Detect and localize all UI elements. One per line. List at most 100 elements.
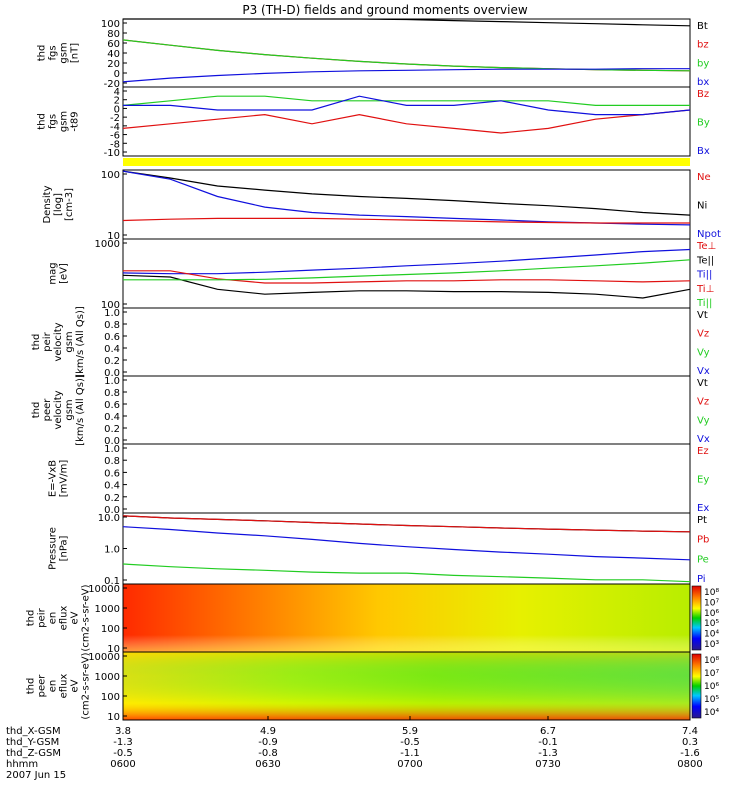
series-line-bx [122,68,690,83]
y-axis-label-line: eV [70,679,81,692]
legend-entry: Vt [697,310,708,321]
series-line-Ni [122,170,691,216]
y-tick-label: 4 [114,87,120,98]
y-tick-label: 0.8 [104,388,120,399]
y-axis-label-line: Pressure [48,527,59,570]
x-column-value: -1.6 [680,748,700,759]
panel-fgs_gse: 420-2-4-6-8-10 thdfgsgsm-t89 Bz By Bx [37,86,710,159]
legend-entry: Ne [697,172,711,183]
series-group [122,18,691,83]
y-tick-label: 10000 [88,584,120,595]
y-tick-label: 0.0 [104,436,120,447]
legend-entry: Pe [697,554,709,565]
x-column-value: 0600 [110,759,135,770]
y-tick-label: 0.2 [104,356,120,367]
y-axis-label-line: gsm [64,331,75,352]
colorbar-tick-label: 10⁴ [704,630,719,640]
series-group [122,248,691,299]
colorbar-ramp [691,585,702,651]
y-tick-label: 100 [101,624,120,635]
legend-entry: Te⊥ [696,241,716,252]
y-axis-label-line: thd [26,610,37,627]
y-axis-label-line: [mV/m] [59,460,70,498]
y-tick-label: 0.6 [104,332,120,343]
series-line-Pt [122,515,691,533]
colorbar-tick-label: 10³ [704,640,719,650]
y-axis-label-line: fgs [48,114,59,129]
y-tick-label: -2 [110,113,120,124]
series-line-Ti|| [123,259,691,281]
series-line-bz [122,39,691,72]
y-axis-label-line: mag [48,262,59,284]
series-line-Bz [122,109,691,134]
y-axis-label-line: gsm [59,42,70,63]
y-tick-label: 10 [107,644,120,655]
x-column-value: 0730 [535,759,560,770]
y-axis-label: thdfgsgsm-t89 [37,111,81,132]
x-column-value: 0800 [677,759,702,770]
y-axis-label-line: en [48,612,59,625]
y-axis-label-line: thd [31,402,42,419]
y-tick-label: 0.1 [104,576,120,587]
colorbar-tick-label: 10⁴ [704,708,719,718]
series-line-By [122,95,690,107]
x-column-value: 0.3 [682,737,698,748]
colorbar-tick-label: 10⁸ [704,656,719,666]
x-column-value: 4.9 [260,726,276,737]
spectrogram-shading [123,652,690,720]
status-strip [123,158,690,166]
y-tick-label: 10 [107,231,120,242]
x-column-value: -1.3 [113,737,133,748]
colorbar-tick-label: 10⁶ [704,609,719,619]
colorbar: 10⁸ 10⁷ 10⁶ 10⁵ 10⁴ [691,653,719,719]
y-axis-label-line: [nPa] [59,535,70,561]
panel-peer_vel: 1.00.80.60.40.20.0 thdpeervelocitygsm[km/… [31,374,710,447]
y-tick-label: 0.4 [104,481,120,492]
panel-frame [122,169,691,240]
legend-entry: Pt [697,515,707,526]
y-tick-label: -10 [104,148,120,159]
y-axis-label-line: eflux [59,606,70,631]
y-axis-label-line: [eV] [59,263,70,284]
y-axis-label-line: en [48,680,59,693]
legend-entry: Vy [697,415,710,426]
colorbar-tick-label: 10⁶ [704,682,719,692]
panel-density: 100 10 Density[log][cm-3] Ne Ni Npot [42,169,721,242]
x-column-value: 5.9 [402,726,418,737]
legend-entry: Ti|| [696,270,712,281]
colorbar-tick-label: 10⁵ [704,695,719,705]
panel-peir_eflux: 10⁸10⁷10⁶10⁵10⁴10³10000100010010thdpeire… [26,583,719,655]
y-tick-label: -8 [110,139,120,150]
panel-frame [122,375,691,445]
y-axis-label-line: thd [37,45,48,62]
y-axis-label-line: peir [37,607,48,627]
y-axis-label-line: thd [31,334,42,351]
y-axis-label-line: peer [42,398,53,422]
series-line-Pe [122,563,691,583]
y-axis-label-line: peir [42,331,53,351]
y-tick-label: -20 [104,79,120,90]
legend-entry: Bt [697,21,708,32]
y-axis-label-line: Density [42,185,53,223]
legend-entry: By [697,118,710,129]
y-tick-label: 100 [101,19,120,30]
series-line-Bx [123,95,691,116]
y-axis-label-line: [km/s (All Qs)] [75,374,86,446]
panel-peir_vel: 1.00.80.60.40.20.0 thdpeirvelocitygsm[km/… [31,306,710,379]
y-tick-label: 1.0 [104,376,120,387]
y-tick-label: 10000 [88,652,120,663]
y-tick-label: 0.4 [104,344,120,355]
panel-stack: 100806040200-20thdfgsgsm[nT]Btbzbybx420-… [26,18,721,723]
legend-entry: Bz [697,89,709,100]
y-tick-label: 0.8 [104,456,120,467]
y-axis-label-line: velocity [53,322,64,361]
colorbar-tick-label: 10⁸ [704,588,719,598]
y-axis-label-line: [km/s (All Qs)] [75,306,86,378]
colorbar-tick-label: 10⁷ [704,598,719,608]
x-column-value: 6.7 [540,726,556,737]
legend-entry: Vz [697,329,709,340]
panel-efield: 1.00.80.6 0.40.20.0 E=-VxB[mV/m] Ez Ey Ex [48,443,709,516]
